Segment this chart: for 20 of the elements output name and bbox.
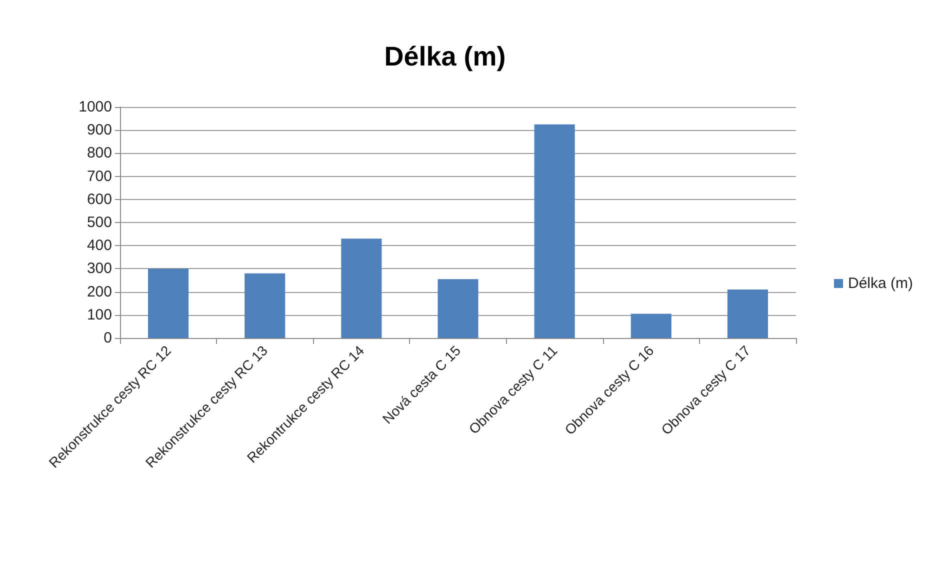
y-tick-label: 700 <box>86 168 112 185</box>
bar <box>341 238 382 338</box>
y-tick-label: 0 <box>104 330 112 346</box>
y-tick-label: 300 <box>86 260 112 278</box>
y-tick-label: 800 <box>86 144 112 162</box>
y-tick-label: 100 <box>86 306 112 324</box>
y-tick-label: 400 <box>86 237 112 254</box>
bar <box>534 124 575 338</box>
y-tick-label: 200 <box>86 283 112 300</box>
bar <box>630 314 672 338</box>
bar <box>727 289 768 338</box>
bar <box>148 268 189 338</box>
legend-label: Délka (m) <box>848 275 914 292</box>
bar <box>244 273 286 338</box>
bar <box>438 279 478 338</box>
y-tick-label: 600 <box>86 190 112 208</box>
chart-title: Délka (m) <box>384 42 506 72</box>
y-tick-label: 500 <box>86 214 112 231</box>
y-tick-label: 900 <box>86 122 112 139</box>
y-tick-label: 1000 <box>78 98 112 116</box>
